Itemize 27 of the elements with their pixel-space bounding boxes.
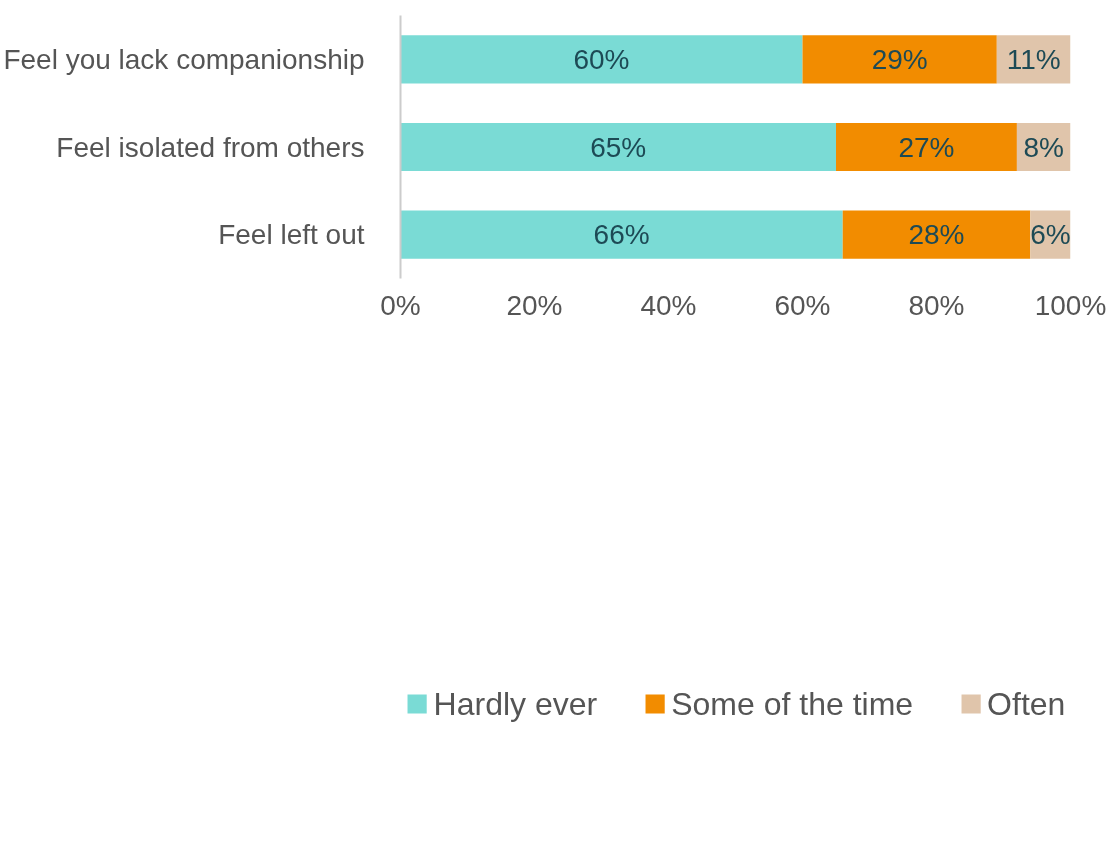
bar — [836, 122, 1017, 172]
data-label: 60% — [573, 43, 630, 75]
x-tick-label: 80% — [908, 289, 965, 321]
data-label: 8% — [1023, 131, 1064, 163]
x-tick-label: 0% — [380, 289, 421, 321]
x-tick-label: 100% — [1034, 289, 1107, 321]
data-label: 6% — [1030, 219, 1071, 251]
bar — [842, 210, 1031, 259]
legend-label: Some of the time — [671, 685, 914, 723]
legend-label: Often — [987, 685, 1066, 723]
bar — [802, 35, 997, 84]
bar — [400, 122, 836, 172]
y-tick-label: Feel left out — [218, 219, 365, 251]
y-tick-label: Feel isolated from others — [56, 131, 365, 163]
data-label: 27% — [898, 131, 955, 163]
bar — [400, 210, 843, 259]
x-tick-label: 60% — [774, 289, 831, 321]
data-label: 28% — [908, 219, 965, 251]
data-label: 11% — [1006, 43, 1061, 75]
x-tick-label: 40% — [640, 289, 697, 321]
data-label: 65% — [590, 131, 647, 163]
legend-label: Hardly ever — [433, 685, 598, 723]
data-label: 29% — [871, 43, 928, 75]
x-tick-label: 20% — [506, 289, 563, 321]
y-tick-label: Feel you lack companionship — [3, 43, 365, 75]
data-label: 66% — [593, 219, 650, 251]
bar — [400, 35, 803, 84]
